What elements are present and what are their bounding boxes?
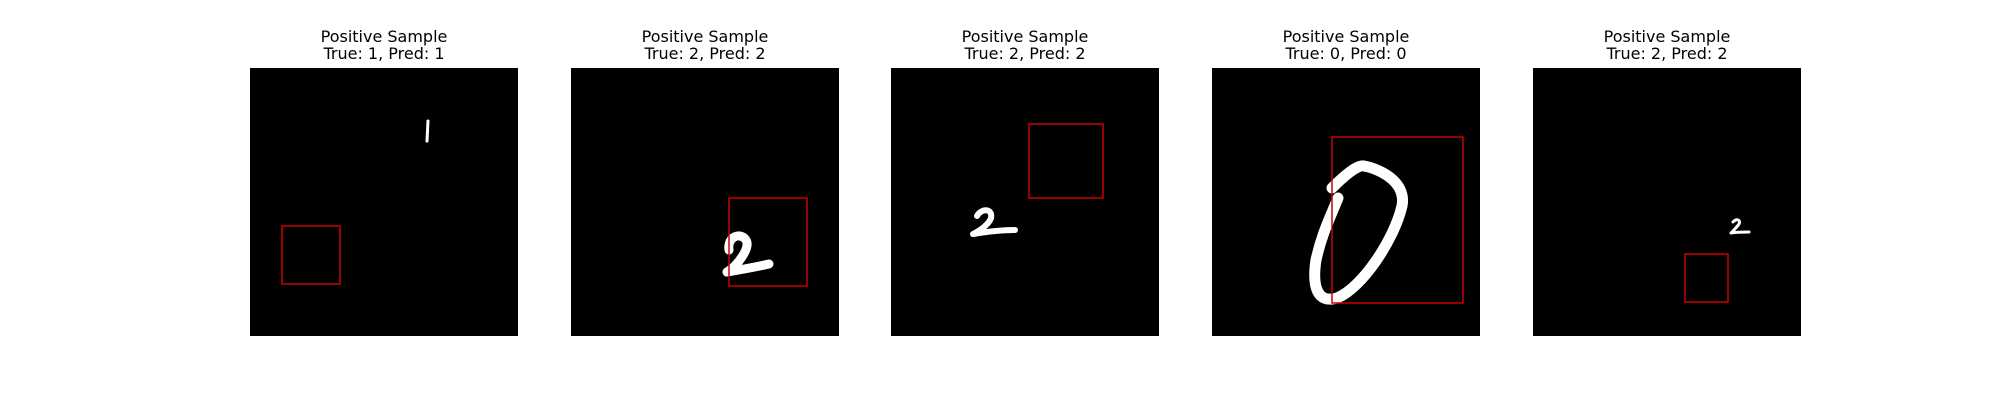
sample-panel-3: Positive Sample True: 2, Pred: 2	[891, 28, 1159, 64]
sample-panel-1: Positive Sample True: 1, Pred: 1	[250, 28, 518, 64]
panel-title: Positive Sample True: 2, Pred: 2	[1533, 28, 1801, 64]
panel-title: Positive Sample True: 1, Pred: 1	[250, 28, 518, 64]
digit-image	[1533, 68, 1801, 336]
digit-image	[250, 68, 518, 336]
digit-1-stroke	[427, 121, 428, 141]
panel-title: Positive Sample True: 0, Pred: 0	[1212, 28, 1480, 64]
sample-panel-4: Positive Sample True: 0, Pred: 0	[1212, 28, 1480, 64]
sample-panel-5: Positive Sample True: 2, Pred: 2	[1533, 28, 1801, 64]
panel-title: Positive Sample True: 2, Pred: 2	[571, 28, 839, 64]
sample-panel-2: Positive Sample True: 2, Pred: 2	[571, 28, 839, 64]
digit-image	[571, 68, 839, 336]
digit-image	[891, 68, 1159, 336]
digit-image	[1212, 68, 1480, 336]
panel-title: Positive Sample True: 2, Pred: 2	[891, 28, 1159, 64]
